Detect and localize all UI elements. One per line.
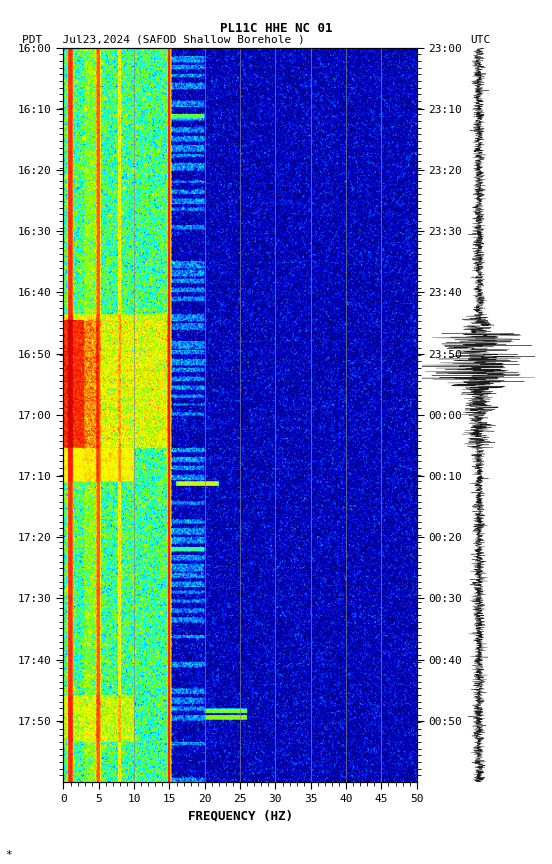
Text: PL11C HHE NC 01: PL11C HHE NC 01 xyxy=(220,22,332,35)
Text: (SAFOD Shallow Borehole ): (SAFOD Shallow Borehole ) xyxy=(136,35,305,45)
Text: UTC: UTC xyxy=(470,35,490,45)
Text: PDT   Jul23,2024: PDT Jul23,2024 xyxy=(22,35,130,45)
Text: *: * xyxy=(6,849,12,860)
X-axis label: FREQUENCY (HZ): FREQUENCY (HZ) xyxy=(188,810,293,823)
